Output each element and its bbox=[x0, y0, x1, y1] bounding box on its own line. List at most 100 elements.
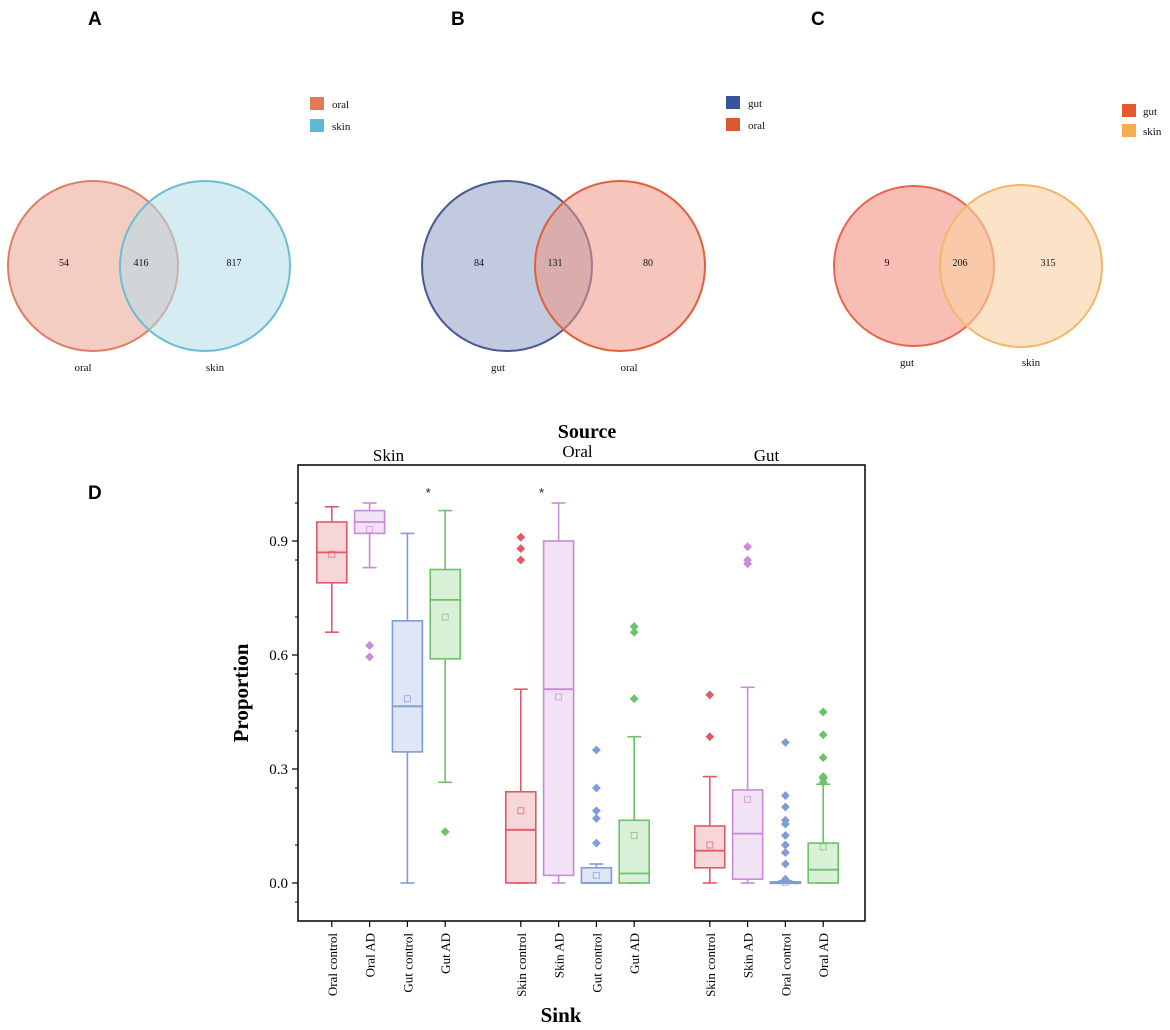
venn-set-label-a-right: skin bbox=[206, 362, 225, 374]
y-tick-label-3: 0.9 bbox=[269, 534, 288, 550]
panel-a-legend: oral skin bbox=[310, 97, 351, 133]
venn-circle-b-oral bbox=[534, 180, 706, 352]
venn-count-a-overlap: 416 bbox=[134, 258, 149, 269]
outlier-oral-gut-control-4 bbox=[591, 838, 601, 848]
panel-b-legend: gut oral bbox=[726, 96, 765, 132]
box-gut-skin-control bbox=[693, 825, 726, 869]
panel-d: D Source Proportion Sink 0.0 0.3 0.6 0.9 Ski… bbox=[88, 421, 866, 1027]
venn-circle-c-skin bbox=[939, 184, 1103, 348]
legend-swatch-a-0 bbox=[310, 97, 324, 110]
outlier-gut-oral-control-5 bbox=[780, 831, 790, 840]
venn-set-label-a-left: oral bbox=[74, 362, 91, 374]
outlier-skin-gut-ad-0 bbox=[440, 827, 450, 837]
outlier-oral-skin-control-2 bbox=[516, 555, 526, 565]
y-tick-label-2: 0.6 bbox=[269, 648, 288, 664]
x-tick-label-skin-oral-ad: Oral AD bbox=[363, 933, 378, 977]
venn-circle-a-skin bbox=[119, 180, 291, 352]
mean-marker-gut-oral-ad bbox=[819, 843, 827, 851]
significance-star-0: * bbox=[425, 485, 431, 501]
y-axis-title: Proportion bbox=[229, 643, 253, 742]
outlier-gut-skin-control-1 bbox=[705, 732, 715, 742]
venn-count-b-overlap: 131 bbox=[548, 258, 563, 269]
group-title-oral: Oral bbox=[562, 442, 592, 461]
venn-count-a-right: 817 bbox=[227, 258, 242, 269]
significance-star-1: * bbox=[539, 485, 545, 501]
venn-count-a-left: 54 bbox=[59, 258, 69, 269]
outlier-gut-oral-control-7 bbox=[780, 848, 790, 858]
outlier-gut-oral-control-4 bbox=[780, 819, 790, 829]
outlier-oral-skin-control-1 bbox=[516, 544, 526, 554]
y-tick-label-1: 0.3 bbox=[269, 762, 288, 778]
outlier-skin-oral-ad-0 bbox=[365, 641, 375, 650]
panel-label-a: A bbox=[88, 9, 102, 30]
x-tick-label-gut-skin-control: Skin control bbox=[703, 933, 718, 997]
panel-c: C gut skin 9 206 315 gut skin bbox=[811, 9, 1162, 369]
box-skin-gut-control bbox=[391, 619, 424, 753]
box-oral-gut-control bbox=[580, 866, 613, 884]
box-gut-skin-ad bbox=[731, 789, 764, 881]
outlier-oral-gut-control-3 bbox=[591, 813, 601, 823]
legend-label-b-0: gut bbox=[748, 98, 762, 110]
legend-swatch-a-1 bbox=[310, 119, 324, 132]
outlier-gut-oral-control-9 bbox=[780, 874, 790, 884]
venn-set-label-c-right: skin bbox=[1022, 357, 1041, 369]
mean-marker-gut-skin-control bbox=[706, 841, 714, 849]
x-tick-label-skin-gut-ad: Gut AD bbox=[438, 933, 453, 974]
mean-marker-oral-gut-ad bbox=[630, 832, 638, 839]
outlier-gut-oral-control-1 bbox=[780, 791, 790, 801]
mean-marker-oral-gut-control bbox=[592, 871, 600, 879]
panel-b: B gut oral 84 131 80 gut oral bbox=[421, 9, 765, 374]
x-tick-label-gut-skin-ad: Skin AD bbox=[741, 933, 756, 978]
mean-marker-skin-gut-control bbox=[403, 695, 411, 703]
legend-swatch-b-0 bbox=[726, 96, 740, 109]
venn-count-c-left: 9 bbox=[885, 258, 890, 269]
panel-a: A oral skin 54 416 817 oral skin bbox=[7, 9, 351, 374]
box-oral-gut-ad bbox=[618, 819, 651, 884]
legend-swatch-c-1 bbox=[1122, 124, 1136, 137]
mean-marker-skin-oral-control bbox=[328, 550, 336, 558]
mean-marker-skin-oral-ad bbox=[366, 526, 374, 534]
mean-marker-oral-skin-control bbox=[517, 807, 525, 815]
venn-set-label-b-left: gut bbox=[491, 362, 505, 374]
outlier-oral-skin-control-0 bbox=[516, 532, 526, 542]
panel-label-d: D bbox=[88, 483, 102, 504]
outlier-gut-oral-ad-0 bbox=[818, 707, 828, 717]
outlier-oral-gut-control-1 bbox=[591, 783, 601, 793]
legend-label-c-1: skin bbox=[1143, 126, 1162, 138]
outlier-gut-oral-ad-2 bbox=[818, 753, 828, 763]
boxplot-marks: 0.0 0.3 0.6 0.9 Skin Oral Gut Oral control Oral … bbox=[269, 442, 840, 997]
outlier-gut-skin-control-0 bbox=[705, 690, 715, 700]
x-tick-label-oral-skin-control: Skin control bbox=[514, 933, 529, 997]
outlier-gut-oral-control-2 bbox=[780, 802, 790, 812]
outlier-gut-skin-ad-0 bbox=[743, 542, 753, 552]
outlier-gut-skin-ad-2 bbox=[743, 559, 753, 569]
chart-title: Source bbox=[558, 421, 617, 443]
venn-count-b-left: 84 bbox=[474, 258, 484, 269]
group-title-gut: Gut bbox=[754, 446, 780, 465]
group-title-skin: Skin bbox=[373, 446, 405, 465]
x-tick-label-oral-gut-control: Gut control bbox=[589, 933, 604, 993]
plot-frame bbox=[297, 464, 866, 922]
legend-swatch-b-1 bbox=[726, 118, 740, 131]
x-axis-title: Sink bbox=[541, 1003, 582, 1027]
x-tick-label-oral-skin-ad: Skin AD bbox=[552, 933, 567, 978]
venn-count-c-overlap: 206 bbox=[953, 258, 968, 269]
x-tick-label-skin-gut-control: Gut control bbox=[400, 933, 415, 993]
outlier-gut-oral-ad-5 bbox=[818, 777, 828, 787]
venn-count-b-right: 80 bbox=[643, 258, 653, 269]
legend-label-b-1: oral bbox=[748, 120, 765, 132]
mean-marker-oral-skin-ad bbox=[555, 693, 563, 701]
x-tick-label-oral-gut-ad: Gut AD bbox=[627, 933, 642, 974]
legend-label-c-0: gut bbox=[1143, 106, 1157, 118]
x-tick-label-gut-oral-control: Oral control bbox=[778, 933, 793, 997]
outlier-gut-oral-control-6 bbox=[780, 840, 790, 850]
mean-marker-gut-skin-ad bbox=[744, 795, 752, 803]
legend-label-a-1: skin bbox=[332, 121, 351, 133]
legend-swatch-c-0 bbox=[1122, 104, 1136, 117]
panel-c-legend: gut skin bbox=[1122, 104, 1162, 138]
venn-set-label-b-right: oral bbox=[620, 362, 637, 374]
panel-label-c: C bbox=[811, 9, 825, 30]
box-gut-oral-ad bbox=[807, 842, 840, 884]
outlier-skin-oral-ad-1 bbox=[365, 652, 375, 662]
